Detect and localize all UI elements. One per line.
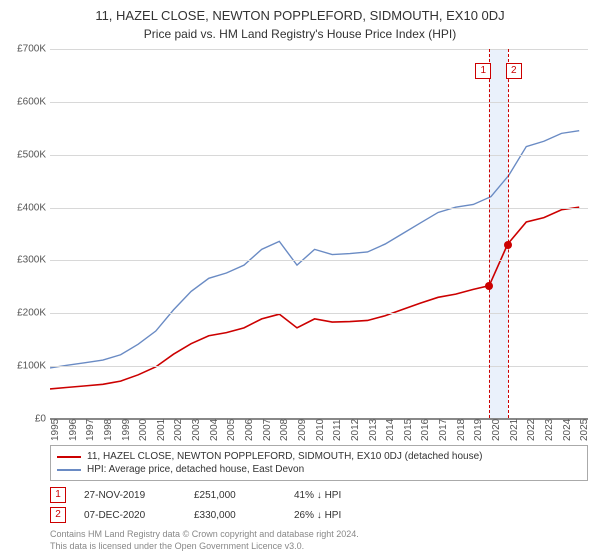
y-axis-tick: £100K — [2, 361, 46, 372]
legend-swatch — [57, 456, 81, 458]
y-axis-tick: £700K — [2, 44, 46, 55]
series-property — [50, 207, 579, 389]
event-dashed-line — [489, 49, 490, 418]
footer-line-2: This data is licensed under the Open Gov… — [50, 541, 588, 553]
sale-marker-label: 1 — [475, 63, 491, 79]
sale-row: 2 07-DEC-2020£330,00026% ↓ HPI — [50, 505, 588, 525]
sale-price: £330,000 — [194, 510, 294, 521]
event-dashed-line — [508, 49, 509, 418]
chart-title: 11, HAZEL CLOSE, NEWTON POPPLEFORD, SIDM… — [0, 0, 600, 23]
chart-area: £0£100K£200K£300K£400K£500K£600K£700K199… — [50, 49, 588, 439]
footer-attribution: Contains HM Land Registry data © Crown c… — [50, 529, 588, 552]
y-axis-tick: £0 — [2, 414, 46, 425]
sale-delta: 26% ↓ HPI — [294, 510, 414, 521]
sale-date: 27-NOV-2019 — [84, 490, 194, 501]
sale-delta: 41% ↓ HPI — [294, 490, 414, 501]
plot-region: £0£100K£200K£300K£400K£500K£600K£700K199… — [50, 49, 588, 419]
sales-table: 1 27-NOV-2019£251,00041% ↓ HPI 2 07-DEC-202… — [50, 485, 588, 525]
sale-marker — [504, 241, 512, 249]
y-axis-tick: £500K — [2, 149, 46, 160]
sale-badge: 1 — [50, 487, 66, 503]
y-axis-tick: £200K — [2, 308, 46, 319]
y-axis-tick: £300K — [2, 255, 46, 266]
series-hpi — [50, 131, 579, 368]
footer-line-1: Contains HM Land Registry data © Crown c… — [50, 529, 588, 541]
legend-swatch — [57, 469, 81, 471]
sale-badge: 2 — [50, 507, 66, 523]
chart-subtitle: Price paid vs. HM Land Registry's House … — [0, 23, 600, 49]
sale-price: £251,000 — [194, 490, 294, 501]
sale-marker-label: 2 — [506, 63, 522, 79]
legend-row: HPI: Average price, detached house, East… — [57, 463, 581, 476]
sale-date: 07-DEC-2020 — [84, 510, 194, 521]
legend-label: 11, HAZEL CLOSE, NEWTON POPPLEFORD, SIDM… — [87, 451, 483, 462]
legend-label: HPI: Average price, detached house, East… — [87, 464, 304, 475]
sale-marker — [485, 282, 493, 290]
y-axis-tick: £400K — [2, 202, 46, 213]
sale-row: 1 27-NOV-2019£251,00041% ↓ HPI — [50, 485, 588, 505]
legend-row: 11, HAZEL CLOSE, NEWTON POPPLEFORD, SIDM… — [57, 450, 581, 463]
y-axis-tick: £600K — [2, 96, 46, 107]
legend-box: 11, HAZEL CLOSE, NEWTON POPPLEFORD, SIDM… — [50, 445, 588, 481]
